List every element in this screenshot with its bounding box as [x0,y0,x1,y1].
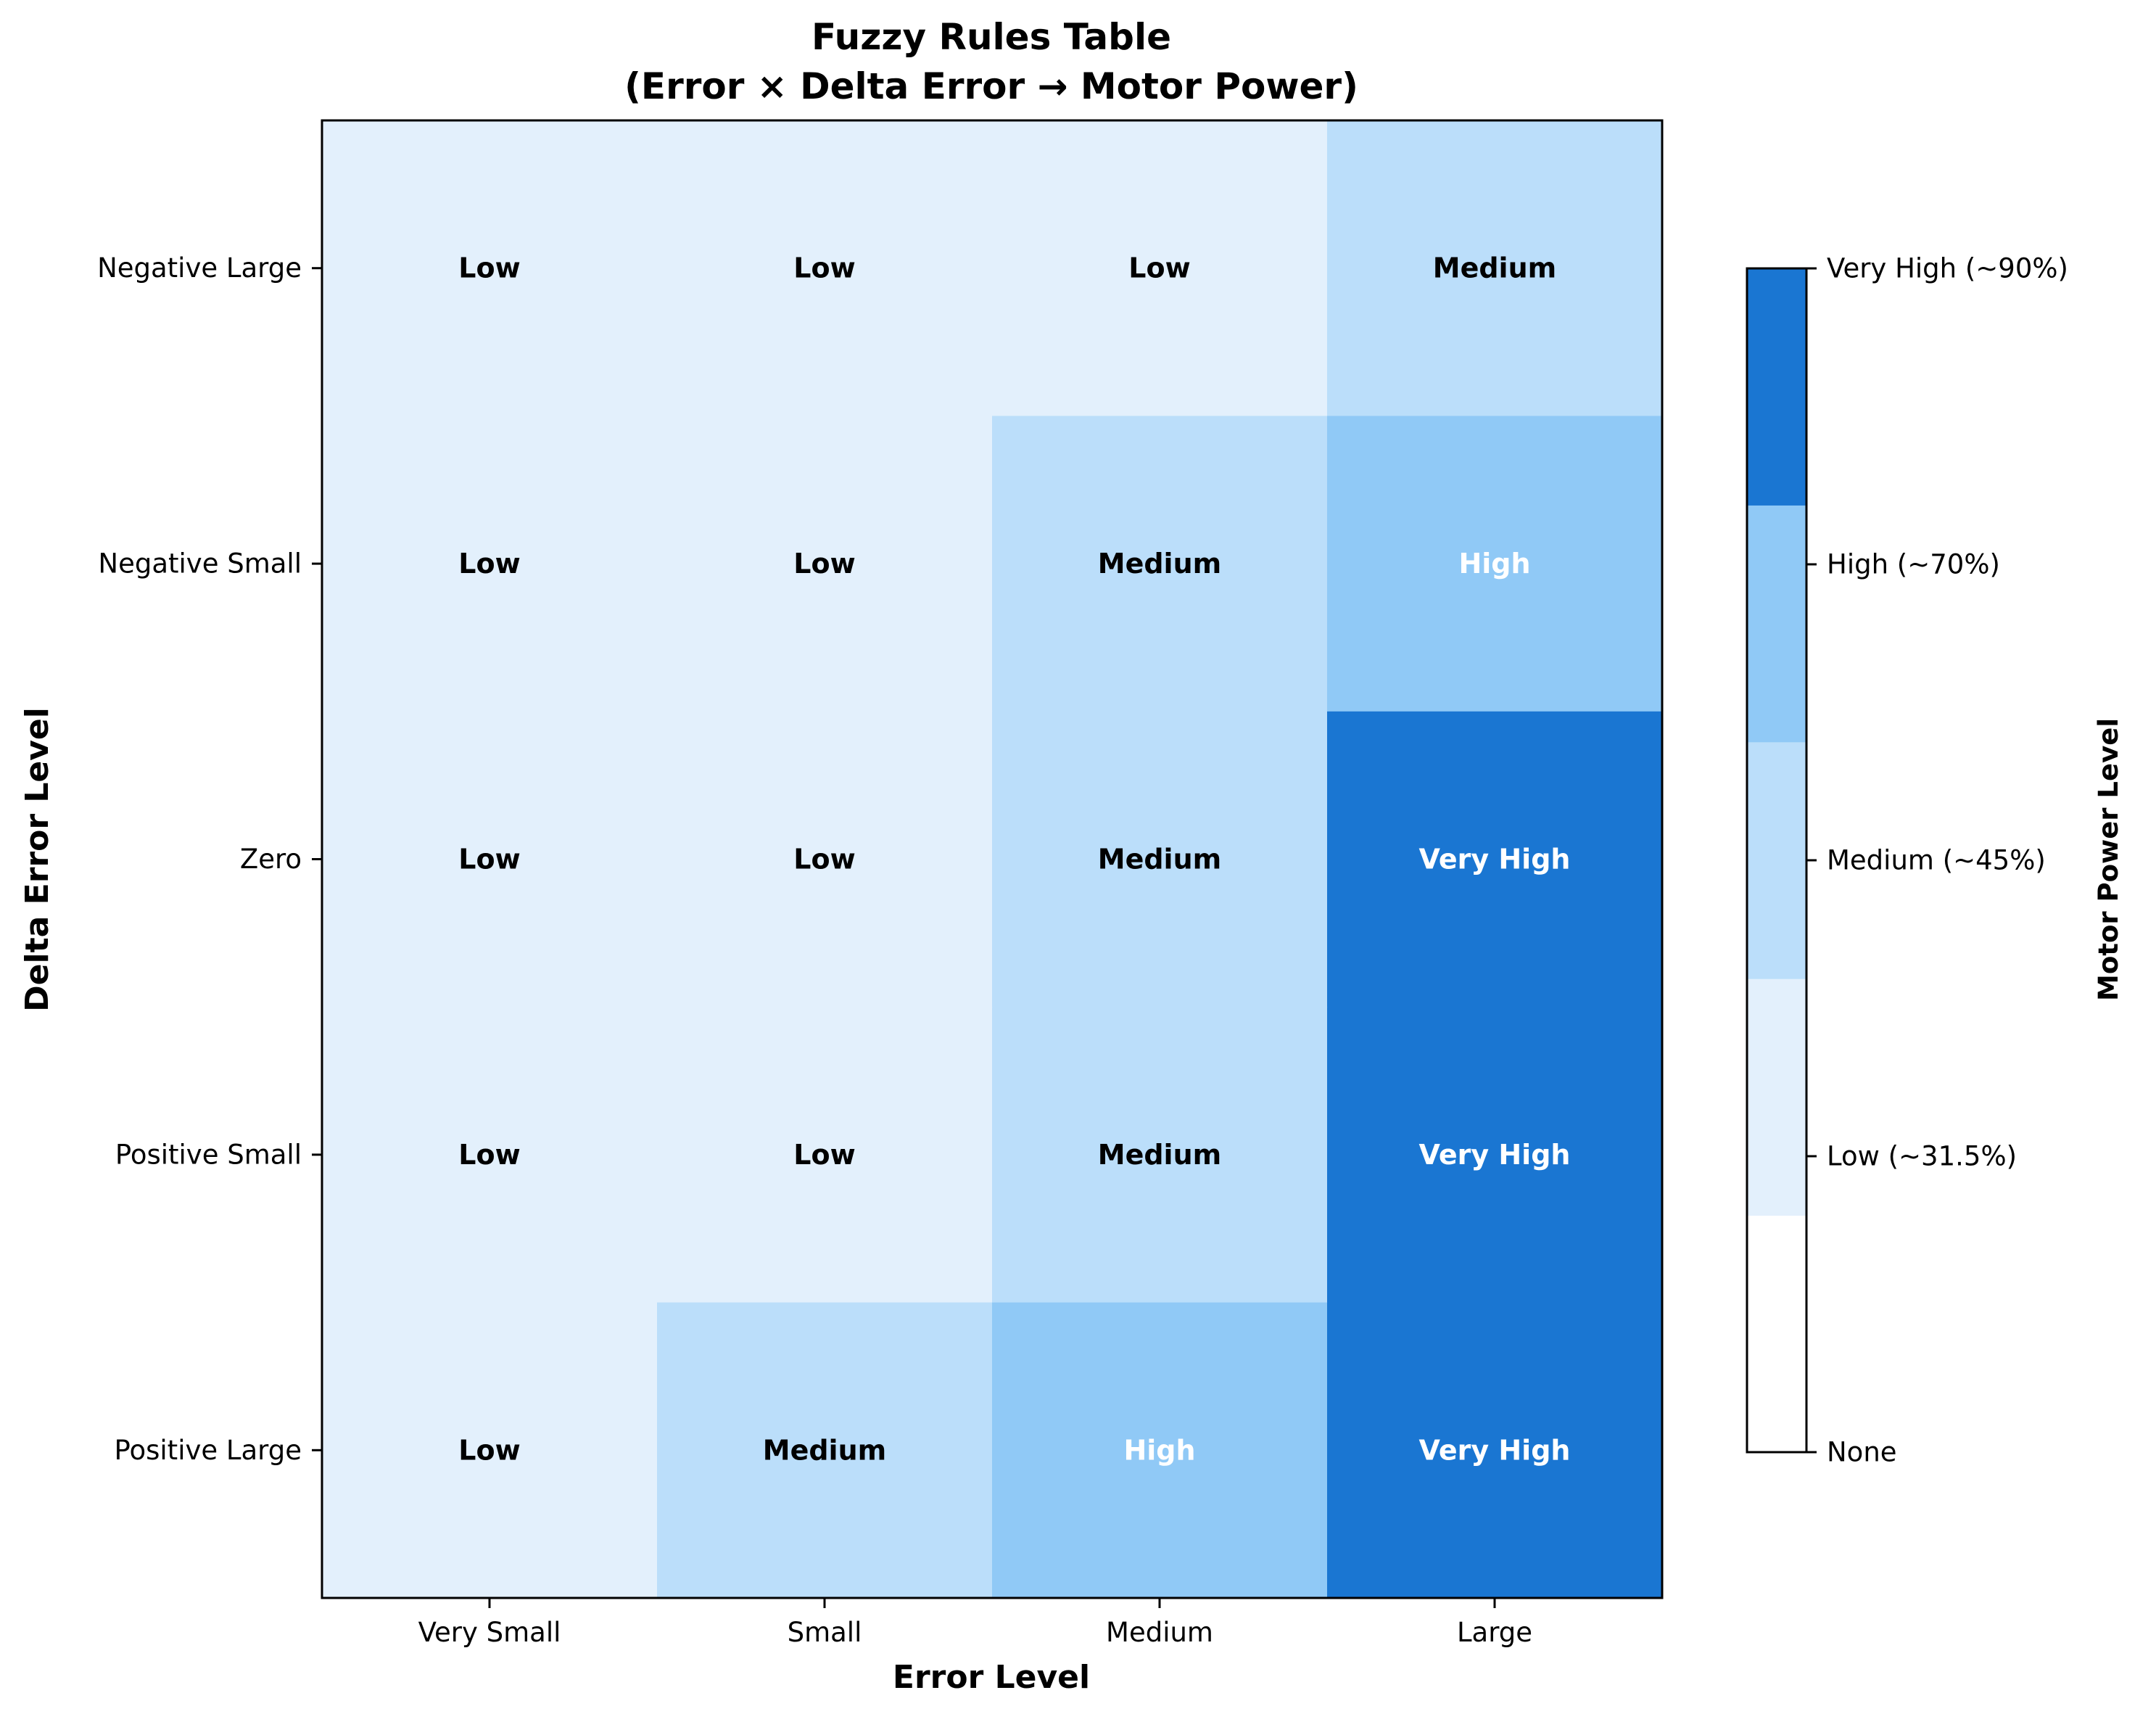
heatmap-cell [657,416,993,712]
colorbar-segment [1747,741,1806,979]
heatmap-cell [992,711,1328,1008]
x-tick-label: Small [788,1617,862,1648]
cell-label: Low [793,548,855,580]
colorbar: None Low (~31.5%) Medium (~45%) High (~70%)… [1746,253,2068,1468]
cell-label: Low [458,1434,520,1466]
cell-label: Low [793,844,855,875]
y-tick-label: Negative Small [98,548,302,580]
colorbar-segment [1747,978,1806,1216]
y-tick-label: Positive Large [115,1435,302,1466]
cell-label: Medium [1098,1139,1221,1171]
heatmap-cell [1327,1007,1663,1303]
y-axis-label: Delta Error Level [19,707,56,1012]
cell-label: Very High [1419,1434,1571,1466]
colorbar-segment [1747,1215,1806,1453]
colorbar-segment [1747,268,1806,506]
colorbar-tick-label: High (~70%) [1827,549,2000,580]
cell-label: Very High [1419,844,1571,875]
colorbar-segment [1747,505,1806,743]
heatmap-cell [322,416,658,712]
cell-label: Low [458,548,520,580]
colorbar-tick-label: Low (~31.5%) [1827,1141,2017,1172]
heatmap-cell [322,120,658,416]
cell-label: Low [793,1139,855,1171]
heatmap-cell [322,1302,658,1599]
heatmap-cell [657,711,993,1008]
heatmap-cell [992,416,1328,712]
cell-label: Very High [1419,1139,1571,1171]
cell-label: Low [793,252,855,284]
cell-label: Low [1128,252,1190,284]
y-tick-label: Zero [240,844,302,875]
cell-label: Medium [1098,844,1221,875]
cell-label: High [1123,1434,1195,1466]
cell-label: Medium [1433,252,1556,284]
heatmap-cells: Low Low Low Medium Low Low Medium High Low Low Med… [322,120,1663,1599]
heatmap-cell [1327,416,1663,712]
chart-title: Fuzzy Rules Table [811,16,1171,58]
y-axis-ticks: Negative Large Negative Small Zero Positive… [97,252,322,1466]
heatmap-cell [657,1007,993,1303]
cell-label: Medium [1098,548,1221,580]
colorbar-tick-label: None [1827,1437,1897,1468]
cell-label: Low [458,844,520,875]
x-axis-ticks: Very Small Small Medium Large [418,1598,1532,1648]
heatmap-cell [657,1302,993,1599]
cell-label: High [1458,548,1530,580]
cell-label: Medium [763,1434,886,1466]
colorbar-label: Motor Power Level [2093,718,2124,1001]
heatmap-cell [1327,1302,1663,1599]
chart-subtitle: (Error × Delta Error → Motor Power) [624,65,1358,107]
heatmap-cell [657,120,993,416]
heatmap-cell [992,1302,1328,1599]
heatmap-cell [1327,711,1663,1008]
heatmap-cell [322,711,658,1008]
x-axis-label: Error Level [893,1659,1090,1696]
colorbar-tick-label: Medium (~45%) [1827,845,2046,876]
heatmap-cell [322,1007,658,1303]
heatmap-cell [1327,120,1663,416]
cell-label: Low [458,1139,520,1171]
heatmap-cell [992,120,1328,416]
heatmap-cell [992,1007,1328,1303]
y-tick-label: Negative Large [97,252,302,284]
y-tick-label: Positive Small [115,1139,302,1170]
cell-label: Low [458,252,520,284]
x-tick-label: Medium [1106,1617,1213,1648]
x-tick-label: Large [1457,1617,1532,1648]
colorbar-tick-label: Very High (~90%) [1827,253,2068,284]
x-tick-label: Very Small [418,1617,561,1648]
